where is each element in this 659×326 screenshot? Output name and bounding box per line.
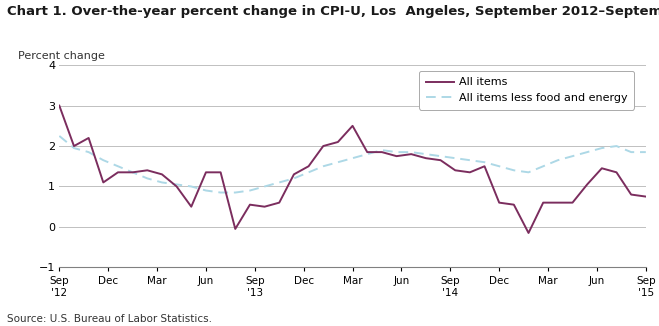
All items less food and energy: [363, 152, 371, 156]
All items: [363, 150, 371, 154]
All items less food and energy: [304, 170, 312, 174]
All items: [510, 203, 518, 207]
All items: [334, 140, 342, 144]
All items: [627, 193, 635, 197]
All items: [275, 201, 283, 205]
All items less food and energy: [290, 176, 298, 180]
All items: [437, 158, 445, 162]
All items: [569, 201, 577, 205]
All items less food and energy: [84, 150, 92, 154]
All items: [129, 170, 136, 174]
All items: [261, 205, 269, 209]
All items: [613, 170, 621, 174]
Text: Percent change: Percent change: [18, 51, 105, 61]
All items: [407, 152, 415, 156]
All items less food and energy: [349, 156, 357, 160]
All items less food and energy: [480, 160, 488, 164]
All items less food and energy: [451, 156, 459, 160]
All items less food and energy: [320, 164, 328, 168]
All items: [144, 168, 152, 172]
All items less food and energy: [114, 164, 122, 168]
All items less food and energy: [231, 191, 239, 195]
All items: [304, 164, 312, 168]
All items less food and energy: [642, 150, 650, 154]
Text: Source: U.S. Bureau of Labor Statistics.: Source: U.S. Bureau of Labor Statistics.: [7, 314, 212, 324]
All items less food and energy: [437, 154, 445, 158]
All items less food and energy: [217, 191, 225, 195]
All items: [55, 104, 63, 108]
All items: [539, 201, 547, 205]
All items: [231, 227, 239, 231]
All items less food and energy: [202, 188, 210, 192]
All items: [320, 144, 328, 148]
All items less food and energy: [525, 170, 532, 174]
All items: [217, 170, 225, 174]
All items less food and energy: [510, 168, 518, 172]
Text: Chart 1. Over-the-year percent change in CPI-U, Los  Angeles, September 2012–Sep: Chart 1. Over-the-year percent change in…: [7, 5, 659, 18]
All items: [114, 170, 122, 174]
All items: [246, 203, 254, 207]
All items less food and energy: [569, 154, 577, 158]
Line: All items: All items: [59, 106, 646, 233]
All items less food and energy: [613, 144, 621, 148]
All items less food and energy: [496, 164, 503, 168]
All items less food and energy: [261, 185, 269, 188]
All items: [84, 136, 92, 140]
All items less food and energy: [583, 150, 591, 154]
All items less food and energy: [393, 150, 401, 154]
All items less food and energy: [466, 158, 474, 162]
All items: [378, 150, 386, 154]
All items less food and energy: [246, 188, 254, 192]
All items: [158, 172, 166, 176]
All items: [554, 201, 561, 205]
All items less food and energy: [55, 134, 63, 138]
All items less food and energy: [173, 183, 181, 186]
All items less food and energy: [627, 150, 635, 154]
All items less food and energy: [275, 181, 283, 185]
All items: [583, 183, 591, 186]
All items less food and energy: [129, 170, 136, 174]
All items: [496, 201, 503, 205]
All items: [598, 166, 606, 170]
All items: [70, 144, 78, 148]
All items less food and energy: [187, 185, 195, 188]
All items: [393, 154, 401, 158]
All items: [202, 170, 210, 174]
All items less food and energy: [144, 176, 152, 180]
All items: [187, 205, 195, 209]
All items: [466, 170, 474, 174]
All items less food and energy: [554, 158, 561, 162]
All items less food and energy: [422, 152, 430, 156]
All items less food and energy: [70, 146, 78, 150]
All items less food and energy: [378, 148, 386, 152]
All items less food and energy: [539, 164, 547, 168]
All items: [642, 195, 650, 199]
All items: [100, 181, 107, 185]
Legend: All items, All items less food and energy: All items, All items less food and energ…: [419, 71, 635, 110]
All items: [173, 185, 181, 188]
All items less food and energy: [158, 181, 166, 185]
Line: All items less food and energy: All items less food and energy: [59, 136, 646, 193]
All items less food and energy: [407, 150, 415, 154]
All items less food and energy: [100, 158, 107, 162]
All items: [349, 124, 357, 128]
All items: [290, 172, 298, 176]
All items: [525, 231, 532, 235]
All items less food and energy: [334, 160, 342, 164]
All items less food and energy: [598, 146, 606, 150]
All items: [422, 156, 430, 160]
All items: [480, 164, 488, 168]
All items: [451, 168, 459, 172]
